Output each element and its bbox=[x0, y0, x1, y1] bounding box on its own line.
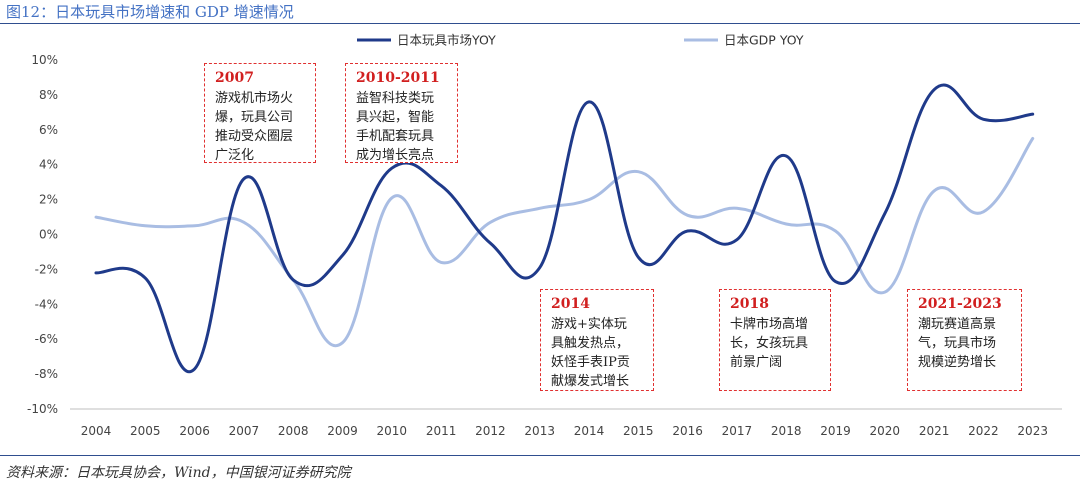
x-tick-label: 2021 bbox=[919, 424, 950, 438]
x-tick-label: 2017 bbox=[722, 424, 753, 438]
x-tick-label: 2012 bbox=[475, 424, 506, 438]
series-line-toy-market-yoy bbox=[94, 83, 1035, 374]
annotation-year: 2021-2023 bbox=[918, 296, 1002, 312]
y-tick-label: 10% bbox=[31, 53, 58, 67]
x-tick-label: 2009 bbox=[327, 424, 358, 438]
chart-legend: 日本玩具市场YOY 日本GDP YOY bbox=[357, 33, 804, 48]
y-tick-label: 8% bbox=[39, 88, 58, 102]
x-tick-label: 2020 bbox=[870, 424, 901, 438]
y-tick-label: 0% bbox=[39, 228, 58, 242]
annotation-text: 益智科技类玩 具兴起，智能 手机配套玩具 成为增长亮点 bbox=[356, 91, 435, 163]
chart-series bbox=[94, 83, 1035, 374]
figure-title: 图12：日本玩具市场增速和 GDP 增速情况 bbox=[6, 3, 294, 21]
chart-axes: -10% -8% -6% -4% -2% 0% 2% 4% 6% 8% 10% 2004 2005 200… bbox=[27, 53, 1062, 438]
y-tick-label: 2% bbox=[39, 193, 58, 207]
line-chart: 日本玩具市场YOY 日本GDP YOY -10% -8% -6% -4% -2% 0% 2% 4… bbox=[27, 33, 1062, 438]
x-tick-label: 2011 bbox=[426, 424, 457, 438]
x-tick-label: 2015 bbox=[623, 424, 654, 438]
x-tick-label: 2008 bbox=[278, 424, 309, 438]
x-tick-label: 2007 bbox=[229, 424, 260, 438]
annotation-year: 2010-2011 bbox=[356, 70, 440, 86]
y-tick-label: -2% bbox=[35, 262, 58, 276]
annotation-year: 2014 bbox=[551, 296, 590, 312]
y-tick-label: -10% bbox=[27, 402, 58, 416]
legend-label: 日本玩具市场YOY bbox=[397, 33, 496, 48]
x-tick-label: 2004 bbox=[81, 424, 112, 438]
y-tick-label: 6% bbox=[39, 123, 58, 137]
annotation-year: 2018 bbox=[730, 296, 769, 312]
annotation-2014: 2014 游戏+实体玩 具触发热点， 妖怪手表IP贡 献爆发式增长 bbox=[540, 289, 654, 391]
x-tick-label: 2023 bbox=[1017, 424, 1048, 438]
annotation-2010-2011: 2010-2011 益智科技类玩 具兴起，智能 手机配套玩具 成为增长亮点 bbox=[345, 63, 458, 163]
annotation-year: 2007 bbox=[215, 70, 254, 86]
annotation-2021-2023: 2021-2023 潮玩赛道高景 气，玩具市场 规模逆势增长 bbox=[907, 289, 1022, 391]
y-tick-label: 4% bbox=[39, 158, 58, 172]
source-note: 资料来源：日本玩具协会，Wind，中国银河证券研究院 bbox=[6, 465, 351, 481]
y-tick-label: -8% bbox=[35, 367, 58, 381]
x-tick-label: 2013 bbox=[524, 424, 555, 438]
bottom-divider bbox=[0, 455, 1080, 456]
x-tick-label: 2019 bbox=[820, 424, 851, 438]
y-tick-label: -4% bbox=[35, 297, 58, 311]
legend-label: 日本GDP YOY bbox=[724, 33, 804, 48]
x-tick-label: 2014 bbox=[574, 424, 605, 438]
series-line-gdp-yoy bbox=[94, 137, 1035, 347]
x-tick-label: 2016 bbox=[672, 424, 703, 438]
x-tick-label: 2006 bbox=[179, 424, 210, 438]
x-tick-label: 2010 bbox=[377, 424, 408, 438]
x-tick-label: 2005 bbox=[130, 424, 161, 438]
x-tick-label: 2018 bbox=[771, 424, 802, 438]
x-tick-label: 2022 bbox=[968, 424, 999, 438]
title-divider bbox=[0, 23, 1080, 24]
annotation-text: 卡牌市场高增 长，女孩玩具 前景广阔 bbox=[730, 317, 809, 370]
annotation-text: 游戏机市场火 爆，玩具公司 推动受众圈层 广泛化 bbox=[215, 91, 294, 163]
annotation-2007: 2007 游戏机市场火 爆，玩具公司 推动受众圈层 广泛化 bbox=[204, 63, 316, 163]
annotation-2018: 2018 卡牌市场高增 长，女孩玩具 前景广阔 bbox=[719, 289, 831, 391]
annotation-text: 游戏+实体玩 具触发热点， 妖怪手表IP贡 献爆发式增长 bbox=[551, 317, 630, 389]
annotation-text: 潮玩赛道高景 气，玩具市场 规模逆势增长 bbox=[918, 317, 997, 370]
y-tick-label: -6% bbox=[35, 332, 58, 346]
